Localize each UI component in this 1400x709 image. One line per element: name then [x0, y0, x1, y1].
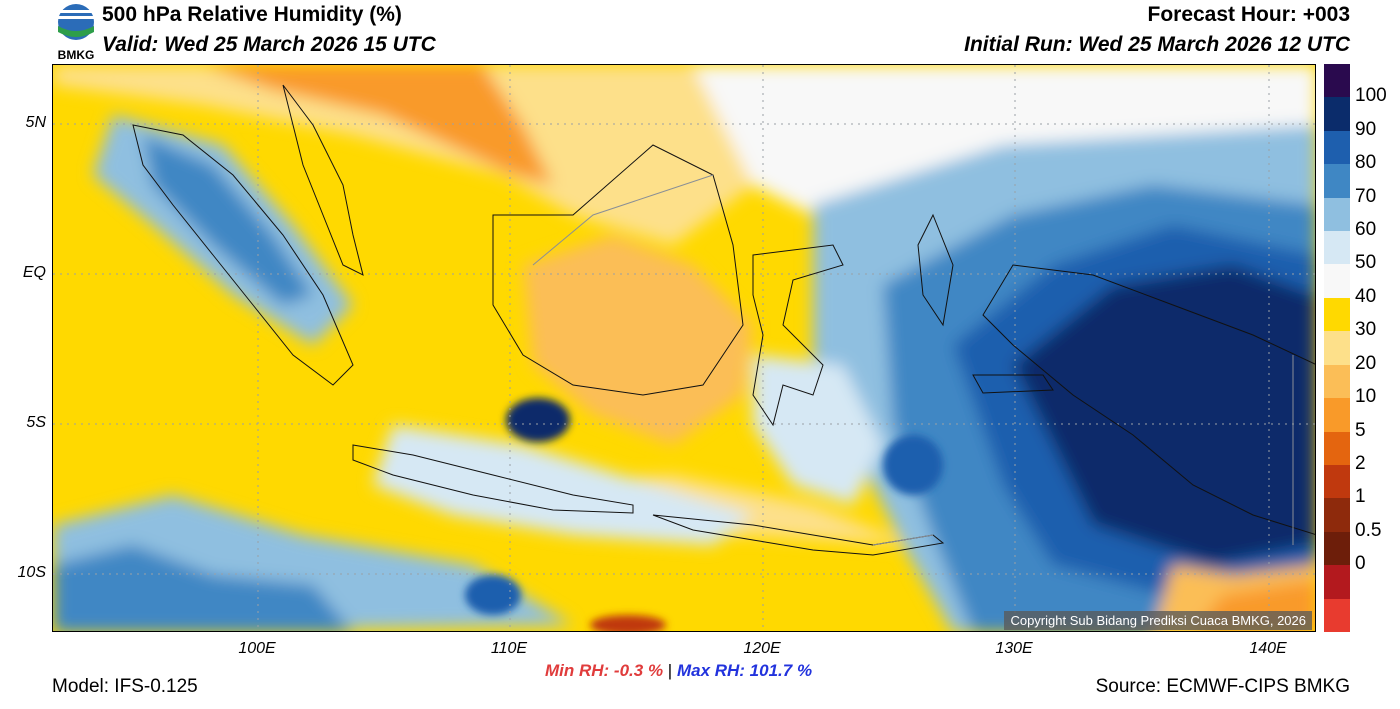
colorbar-segment [1324, 531, 1350, 566]
moist-south-core [53, 545, 352, 631]
max-rh-value: Max RH: 101.7 % [676, 661, 813, 680]
coastlines [132, 84, 1315, 556]
colorbar-label: 2 [1355, 452, 1366, 474]
colorbar-segment [1324, 197, 1350, 232]
coast-sumatra [132, 124, 354, 386]
moist-spot-flores [883, 435, 943, 495]
colorbar-segment [1324, 398, 1350, 433]
lat-label: 10S [17, 564, 46, 581]
colorbar-segment [1324, 331, 1350, 366]
border-borneo [532, 174, 714, 266]
colorbar-segment [1324, 231, 1350, 265]
colorbar-label: 70 [1355, 185, 1377, 207]
colorbar-label: 60 [1355, 219, 1377, 241]
colorbar-segment [1324, 264, 1350, 299]
coast-malay-peninsula [282, 84, 364, 276]
colorbar-label: 100 [1355, 85, 1387, 107]
colorbar-label: 20 [1355, 352, 1377, 374]
colorbar-label: 50 [1355, 252, 1377, 274]
colorbar-label: 40 [1355, 285, 1377, 307]
blue-east-core [1013, 265, 1315, 565]
colorbar-label: 90 [1355, 118, 1377, 140]
dry-region-north [53, 65, 813, 245]
colorbar-segment [1324, 598, 1350, 633]
copyright-notice: Copyright Sub Bidang Prediksi Cuaca BMKG… [1004, 611, 1312, 630]
min-rh-value: Min RH: -0.3 % [545, 661, 664, 680]
source-label: Source: ECMWF-CIPS BMKG [1095, 676, 1350, 697]
coast-java [352, 444, 634, 514]
colorbar-label: 30 [1355, 319, 1377, 341]
dry-spot-south [590, 615, 666, 631]
lon-label: 100E [238, 640, 276, 657]
coast-borneo [492, 144, 744, 396]
lon-label: 120E [743, 640, 781, 657]
colorbar-segment [1324, 130, 1350, 165]
moist-spot-java-sea [506, 398, 570, 442]
coast-sulawesi [752, 244, 844, 427]
lat-label: 5N [25, 114, 46, 131]
moist-sulawesi [753, 355, 883, 505]
colorbar [1324, 64, 1350, 633]
colorbar-label: 5 [1355, 419, 1366, 441]
colorbar-segment [1324, 97, 1350, 132]
lat-label: 5S [26, 414, 46, 431]
initial-run: Initial Run: Wed 25 March 2026 12 UTC [964, 33, 1350, 56]
colorbar-segment [1324, 64, 1350, 98]
borders [532, 174, 1294, 546]
valid-time: Valid: Wed 25 March 2026 15 UTC [102, 33, 436, 56]
humidity-map [52, 64, 1316, 632]
coast-lesser-sunda [652, 514, 945, 556]
colorbar-segment [1324, 464, 1350, 499]
moist-spot-southwest [465, 575, 521, 615]
colorbar-label: 10 [1355, 386, 1377, 408]
lon-label: 140E [1249, 640, 1287, 657]
colorbar-segment [1324, 364, 1350, 399]
stat-separator: | [667, 661, 673, 680]
coast-seram [972, 374, 1054, 394]
lat-label: EQ [22, 264, 46, 281]
colorbar-segment [1324, 164, 1350, 199]
colorbar-label: 1 [1355, 486, 1366, 508]
colorbar-segment [1324, 565, 1350, 600]
lon-label: 130E [995, 640, 1033, 657]
very-dry-north [203, 65, 553, 185]
forecast-hour: Forecast Hour: +003 [1147, 3, 1351, 26]
logo-text: BMKG [58, 48, 95, 62]
map-title: 500 hPa Relative Humidity (%) [102, 3, 402, 26]
coast-new-guinea [982, 264, 1315, 535]
colorbar-segment [1324, 431, 1350, 466]
border-timor [872, 534, 934, 546]
dry-region-borneo [523, 235, 753, 445]
map-grid [53, 65, 1315, 631]
colorbar-segment [1324, 297, 1350, 332]
colorbar-label: 0.5 [1355, 519, 1382, 541]
colorbar-segment [1324, 498, 1350, 533]
bmkg-logo: BMKG [52, 2, 100, 62]
model-label: Model: IFS-0.125 [52, 676, 198, 697]
lon-label: 110E [490, 640, 528, 657]
moist-sumatra-core [143, 135, 313, 305]
colorbar-label: 0 [1355, 553, 1366, 575]
coast-halmahera [917, 213, 954, 327]
colorbar-label: 80 [1355, 152, 1377, 174]
